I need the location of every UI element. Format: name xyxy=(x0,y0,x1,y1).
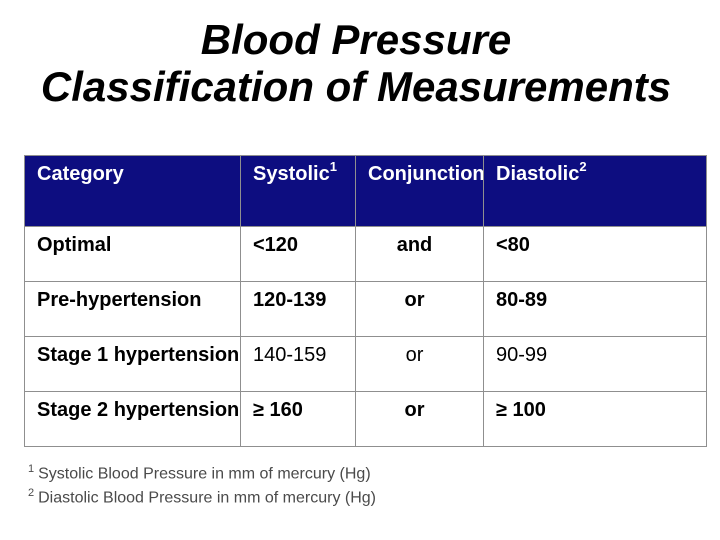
header-superscript: 2 xyxy=(579,159,587,175)
cell-diastolic: 90-99 xyxy=(483,336,707,392)
cell-conjunction: or xyxy=(355,281,484,337)
header-label: Diastolic xyxy=(496,163,580,185)
cell-category: Stage 2 hypertension xyxy=(24,391,241,447)
footnotes: 1 Systolic Blood Pressure in mm of mercur… xyxy=(28,460,376,508)
cell-conjunction: or xyxy=(355,391,484,447)
bp-classification-table: Category Systolic1 Conjunction Diastolic… xyxy=(24,155,707,447)
slide-title: Blood Pressure Classification of Measure… xyxy=(0,16,712,110)
cell-systolic: 120-139 xyxy=(240,281,356,337)
cell-diastolic: 80-89 xyxy=(483,281,707,337)
cell-category: Stage 1 hypertension xyxy=(24,336,241,392)
cell-category: Pre-hypertension xyxy=(24,281,241,337)
footnote-systolic: 1 Systolic Blood Pressure in mm of mercur… xyxy=(28,460,376,484)
footnote-text: Systolic Blood Pressure in mm of mercury… xyxy=(38,465,371,483)
row-pre-hypertension: Pre-hypertension 120-139 or 80-89 xyxy=(24,281,707,337)
footnote-marker: 1 xyxy=(28,463,35,475)
header-row: Category Systolic1 Conjunction Diastolic… xyxy=(24,155,707,227)
footnote-diastolic: 2 Diastolic Blood Pressure in mm of mercu… xyxy=(28,484,376,508)
column-header-diastolic: Diastolic2 xyxy=(483,155,707,227)
column-header-conjunction: Conjunction xyxy=(355,155,484,227)
cell-category: Optimal xyxy=(24,226,241,282)
footnote-marker: 2 xyxy=(28,486,35,499)
row-stage-1-hypertension: Stage 1 hypertension 140-159 or 90-99 xyxy=(24,336,707,392)
header-label: Conjunction xyxy=(368,163,484,185)
header-label: Systolic xyxy=(253,163,330,185)
cell-diastolic: <80 xyxy=(483,226,707,282)
header-label: Category xyxy=(37,163,124,185)
row-stage-2-hypertension: Stage 2 hypertension ≥ 160 or ≥ 100 xyxy=(24,391,707,447)
cell-diastolic: ≥ 100 xyxy=(483,391,707,447)
cell-conjunction: or xyxy=(355,336,484,392)
header-superscript: 1 xyxy=(329,159,337,175)
row-optimal: Optimal <120 and <80 xyxy=(24,226,707,282)
cell-systolic: ≥ 160 xyxy=(240,391,356,447)
cell-systolic: <120 xyxy=(240,226,356,282)
column-header-systolic: Systolic1 xyxy=(240,155,356,227)
title-line-1: Blood Pressure xyxy=(200,16,512,63)
title-line-2: Classification of Measurements xyxy=(40,63,672,110)
cell-conjunction: and xyxy=(355,226,484,282)
column-header-category: Category xyxy=(24,155,241,227)
cell-systolic: 140-159 xyxy=(240,336,356,392)
footnote-text: Diastolic Blood Pressure in mm of mercur… xyxy=(38,489,376,507)
